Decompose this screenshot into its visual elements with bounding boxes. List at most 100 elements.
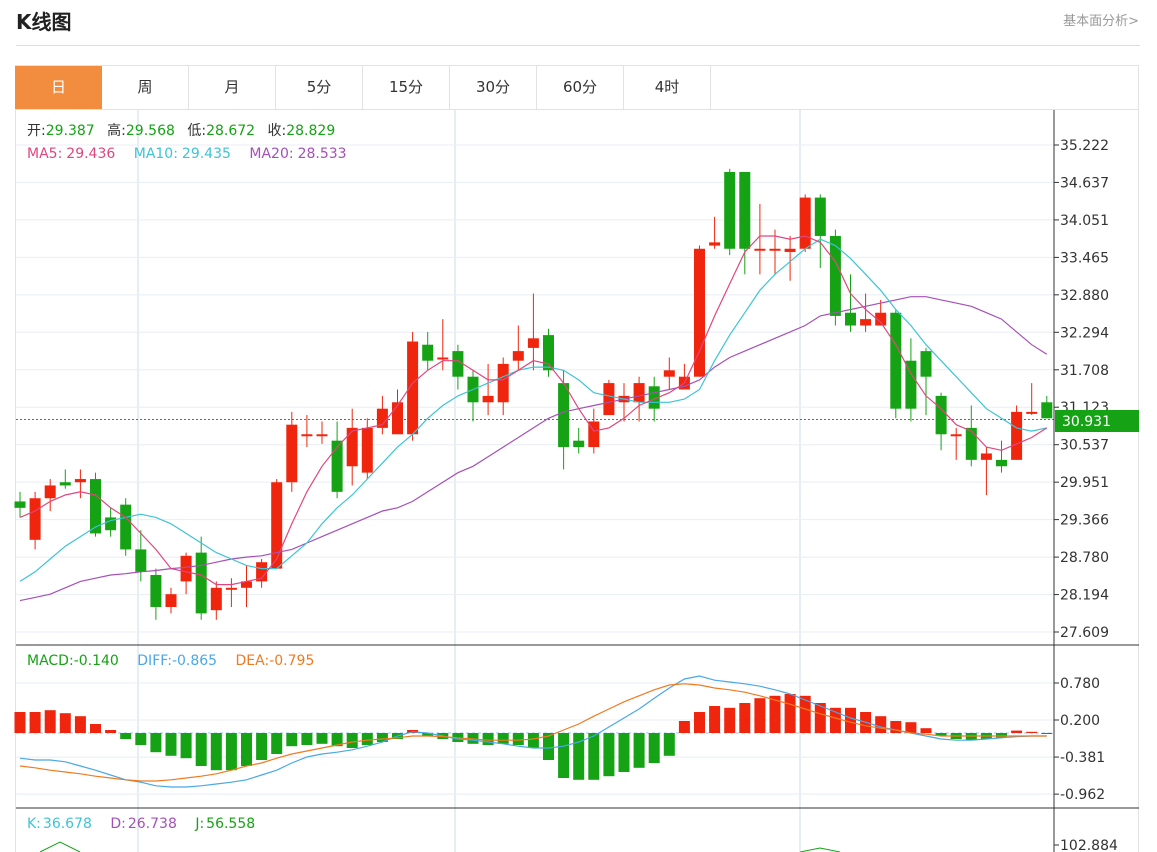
candle — [512, 325, 524, 371]
candle-body — [14, 501, 26, 508]
current-price-label: 30.931 — [1062, 414, 1111, 430]
candle — [301, 415, 313, 448]
candle — [467, 370, 479, 422]
macd-bar — [527, 733, 539, 748]
candle — [603, 379, 615, 416]
candle-body — [271, 482, 283, 569]
y-tick-label: 29.366 — [1060, 513, 1109, 529]
y-tick-label: 30.537 — [1060, 438, 1109, 454]
candle-body — [165, 594, 177, 607]
tab-week[interactable]: 周 — [102, 66, 189, 109]
candle-body — [59, 482, 71, 486]
candle-body — [965, 427, 977, 460]
macd-bar — [784, 694, 796, 733]
j-line — [39, 841, 81, 852]
macd-bar — [120, 733, 132, 739]
candle-body — [422, 344, 434, 361]
candle-body — [799, 197, 811, 249]
candle — [663, 357, 675, 390]
macd-bar — [648, 733, 660, 763]
macd-bar — [1011, 730, 1023, 733]
tab-30min[interactable]: 30分 — [450, 66, 537, 109]
ohlc-legend: 开:29.387 高:29.568 低:28.672 收:28.829 — [27, 122, 335, 139]
macd-bar — [905, 722, 917, 733]
candle-body — [301, 434, 313, 437]
macd-bar — [769, 695, 781, 733]
tab-15min[interactable]: 15分 — [363, 66, 450, 109]
y-tick-label: -0.381 — [1060, 750, 1105, 766]
candle — [392, 389, 403, 435]
ma5-line — [19, 235, 1048, 586]
macd-bar — [210, 733, 222, 771]
fundamental-analysis-link[interactable]: 基本面分析> — [1063, 14, 1139, 29]
candle-body — [241, 581, 252, 588]
candle-body — [1026, 411, 1038, 414]
candle-body — [784, 248, 796, 252]
candle — [980, 447, 992, 496]
macd-bar — [376, 733, 388, 742]
candle — [59, 469, 71, 489]
macd-bar — [512, 733, 524, 745]
candle — [44, 479, 56, 512]
macd-bar — [694, 712, 705, 733]
ma-legend: MA5: 29.436 MA10: 29.435 MA20: 28.533 — [27, 146, 347, 162]
candle-body — [527, 338, 539, 348]
candle-body — [392, 402, 403, 435]
candle — [346, 408, 358, 486]
y-tick-label: 27.609 — [1060, 625, 1109, 641]
candle-body — [150, 575, 162, 607]
macd-bar — [618, 733, 630, 772]
tab-day[interactable]: 日 — [15, 66, 102, 109]
candle-body — [195, 552, 207, 614]
candle-body — [935, 395, 947, 435]
candle — [558, 370, 570, 470]
y-tick-label: 32.294 — [1060, 325, 1109, 341]
macd-bar — [361, 733, 373, 745]
candle — [845, 274, 856, 332]
macd-bar — [90, 724, 101, 733]
macd-bar — [241, 733, 252, 766]
diff-line — [19, 675, 1047, 788]
y-tick-label: 28.780 — [1060, 550, 1109, 566]
candle-body — [920, 351, 932, 377]
candle — [497, 357, 509, 416]
candle — [452, 344, 464, 390]
tab-60min[interactable]: 60分 — [537, 66, 624, 109]
candle-body — [814, 197, 826, 236]
page-title: K线图 — [16, 10, 72, 34]
candle — [225, 578, 237, 607]
candle — [105, 507, 117, 537]
macd-legend: MACD:-0.140 DIFF:-0.865 DEA:-0.795 — [27, 653, 314, 669]
current-price-tag: 30.931 — [1055, 410, 1139, 432]
candle — [14, 491, 26, 518]
tab-divider — [15, 109, 1139, 110]
candle — [527, 293, 539, 371]
candle — [286, 411, 298, 492]
candle-body — [256, 562, 268, 582]
y-tick-label: 35.222 — [1060, 138, 1109, 154]
candle — [633, 376, 645, 422]
y-tick-label: -0.962 — [1060, 787, 1105, 803]
candle-body — [407, 341, 419, 435]
macd-bar — [105, 730, 117, 733]
candle — [769, 229, 781, 275]
candle-body — [648, 386, 660, 409]
macd-bar — [150, 733, 162, 753]
candle-body — [44, 485, 56, 499]
tab-5min[interactable]: 5分 — [276, 66, 363, 109]
macd-bar — [754, 698, 766, 733]
candle — [709, 216, 721, 249]
macd-bar — [663, 733, 675, 756]
tab-month[interactable]: 月 — [189, 66, 276, 109]
candle — [180, 552, 192, 595]
macd-bar — [482, 733, 494, 745]
candle-body — [950, 434, 962, 437]
candle-body — [346, 427, 358, 467]
tab-4hour[interactable]: 4时 — [624, 66, 711, 109]
macd-bar — [29, 712, 41, 733]
candle — [920, 347, 932, 416]
macd-bar — [678, 721, 690, 733]
candle-body — [437, 357, 449, 360]
candle-body — [286, 424, 298, 483]
